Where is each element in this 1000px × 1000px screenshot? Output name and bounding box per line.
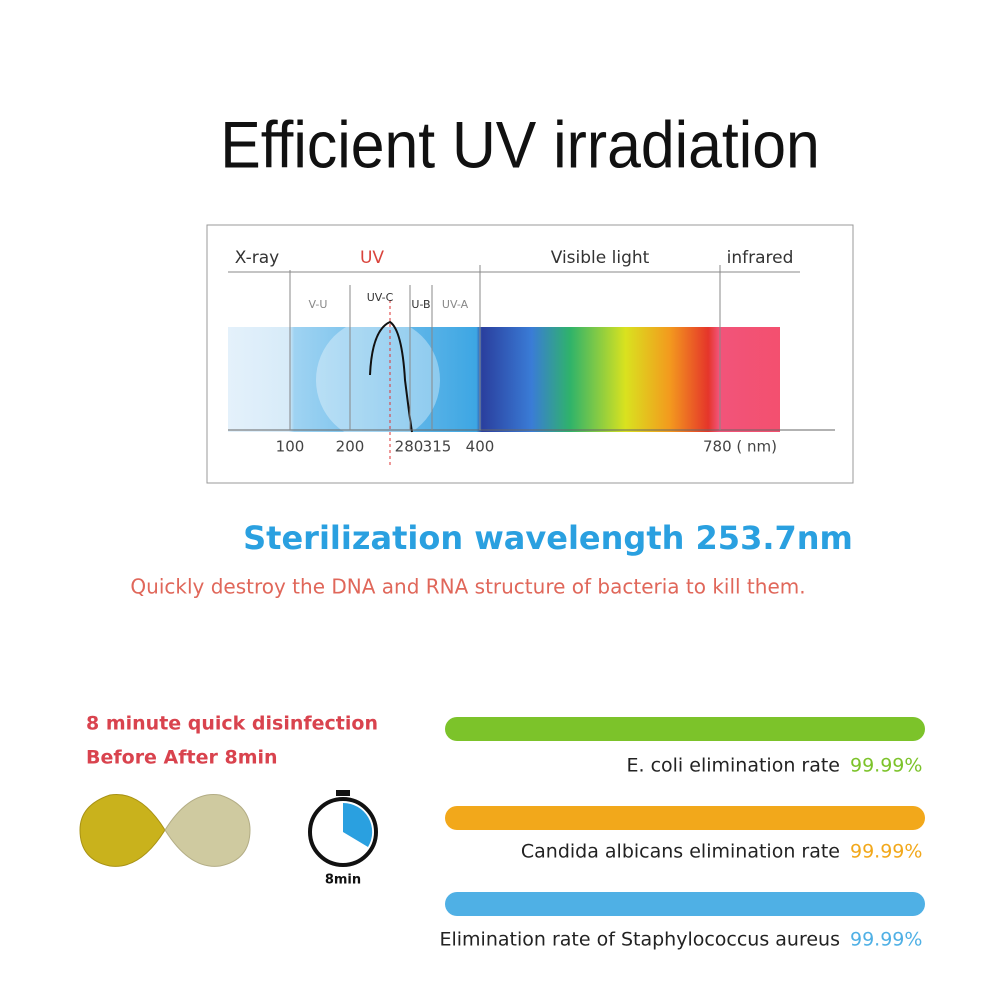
timer [308, 790, 378, 867]
rate-value: 99.99% [850, 755, 922, 777]
rate-label: E. coli elimination rate [627, 755, 841, 777]
subregion-label: UV-C [367, 291, 394, 304]
rate-label: Candida albicans elimination rate [521, 841, 840, 863]
spectrum-labels: X-ray UV Visible light infrared [235, 248, 794, 268]
rate-bar [445, 806, 925, 830]
tick-label: 780 ( nm) [703, 438, 777, 456]
rate-value: 99.99% [850, 841, 922, 863]
tick-label: 280 [395, 438, 424, 456]
region-label: X-ray [235, 248, 279, 268]
spectrum-bar [228, 327, 780, 432]
disinfection-line: Before After 8min [86, 747, 278, 769]
subtitle: Quickly destroy the DNA and RNA structur… [130, 575, 805, 599]
tick-label: 400 [466, 438, 495, 456]
title: Efficient UV irradiation [220, 109, 820, 182]
disinfection-line: 8 minute quick disinfection [86, 713, 378, 735]
rate-value: 99.99% [850, 929, 922, 951]
dish-before [79, 793, 166, 867]
subregion-label: UV-A [442, 298, 469, 311]
dish-after [164, 793, 251, 867]
rate-bar [445, 892, 925, 916]
subregion-labels: V-U UV-C U-B UV-A [309, 291, 469, 311]
region-label: infrared [727, 248, 794, 268]
region-label: Visible light [551, 248, 650, 268]
tick-label: 200 [336, 438, 365, 456]
rate-bar [445, 717, 925, 741]
subregion-label: V-U [309, 298, 328, 311]
timer-label: 8min [325, 873, 361, 888]
rate-label: Elimination rate of Staphylococcus aureu… [439, 929, 840, 951]
tick-labels: 100 200 280 315 400 780 ( nm) [276, 438, 777, 456]
region-label: UV [360, 248, 384, 268]
dividers [228, 265, 800, 430]
tick-label: 100 [276, 438, 305, 456]
tick-label: 315 [423, 438, 452, 456]
uvc-curve [369, 320, 413, 433]
headline: Sterilization wavelength 253.7nm [243, 519, 853, 557]
subregion-label: U-B [411, 298, 430, 311]
